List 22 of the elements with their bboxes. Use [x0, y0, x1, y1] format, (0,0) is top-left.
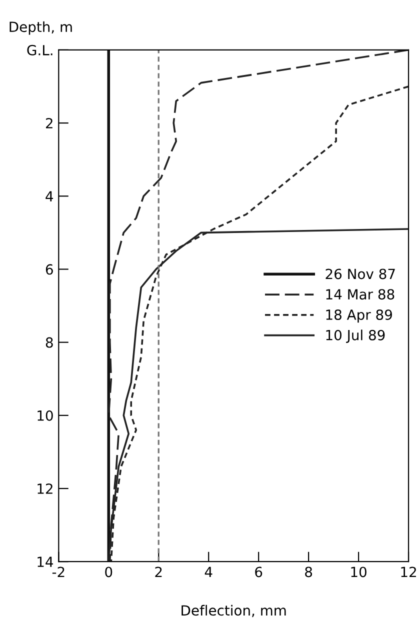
x-tick-label: 10 [351, 566, 366, 578]
legend-label: 18 Apr 89 [326, 309, 392, 323]
y-tick-label: 6 [46, 264, 53, 275]
x-tick-label: 0 [105, 566, 112, 578]
legend-label: 26 Nov 87 [326, 268, 395, 280]
x-tick-label: 12 [401, 566, 416, 578]
x-tick-label: 4 [204, 566, 212, 578]
y-tick-label: 10 [38, 410, 53, 421]
y-axis-title: Depth, m [10, 21, 72, 35]
legend-label: 14 Mar 88 [326, 289, 394, 300]
x-axis-title: Deflection, mm [182, 604, 286, 618]
x-tick-label: -2 [52, 566, 64, 578]
y-tick-label: 8 [46, 337, 53, 348]
y-tick-label: 2 [46, 118, 52, 128]
x-tick-label: 2 [155, 566, 162, 578]
legend-label: 10 Jul 89 [326, 330, 385, 343]
y-tick-label: 4 [46, 191, 54, 202]
x-tick-label: 8 [305, 566, 312, 578]
y-tick-label: 14 [38, 556, 54, 567]
y-tick-label: G.L. [27, 44, 52, 56]
x-tick-label: 6 [255, 566, 262, 578]
y-tick-label: 12 [38, 483, 52, 494]
